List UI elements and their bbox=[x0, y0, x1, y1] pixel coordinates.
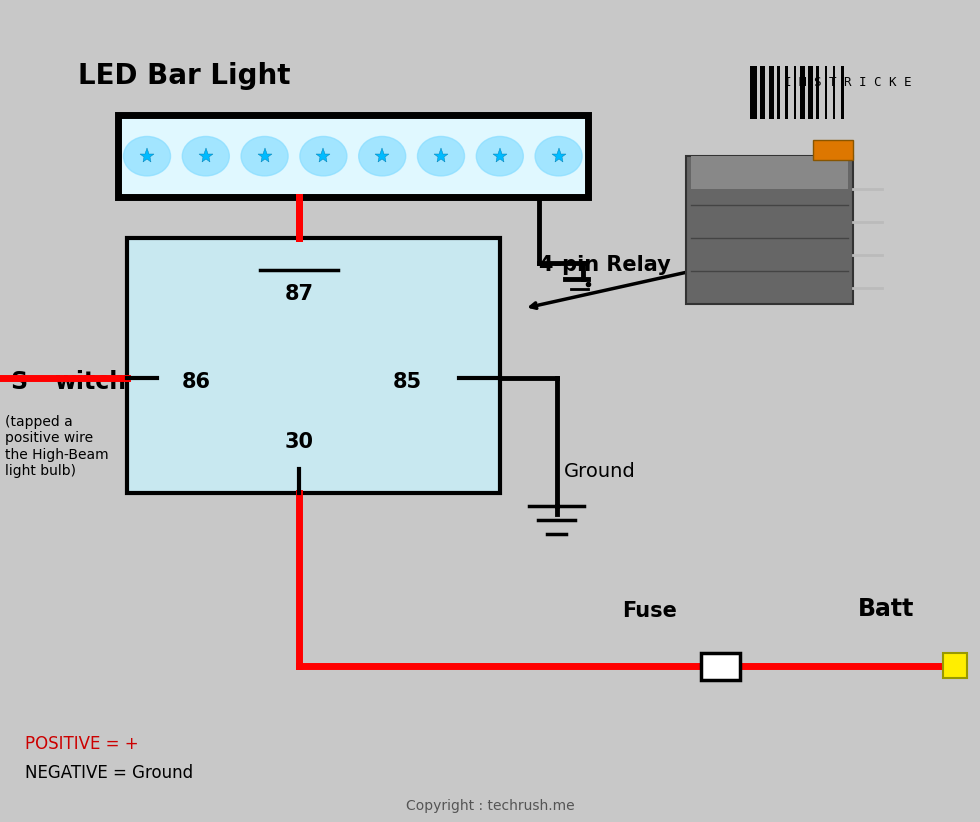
Bar bbox=[750, 66, 757, 119]
Bar bbox=[127, 238, 500, 493]
Bar bbox=[833, 66, 835, 119]
Bar bbox=[777, 66, 779, 119]
Circle shape bbox=[300, 136, 347, 176]
Bar bbox=[785, 66, 788, 119]
Text: LED Bar Light: LED Bar Light bbox=[78, 62, 291, 90]
Text: 87: 87 bbox=[284, 284, 314, 303]
Text: POSITIVE = +: POSITIVE = + bbox=[24, 735, 138, 753]
Text: NEGATIVE = Ground: NEGATIVE = Ground bbox=[24, 764, 193, 782]
Bar bbox=[118, 115, 588, 197]
Circle shape bbox=[123, 136, 171, 176]
Bar bbox=[841, 66, 844, 119]
Bar bbox=[816, 66, 818, 119]
Text: Batt: Batt bbox=[858, 597, 914, 621]
Bar bbox=[813, 140, 853, 160]
Bar bbox=[691, 156, 848, 189]
Text: S: S bbox=[10, 370, 26, 395]
Bar bbox=[701, 653, 740, 680]
Circle shape bbox=[476, 136, 523, 176]
Bar bbox=[824, 66, 827, 119]
Text: (tapped a
positive wire
the High-Beam
light bulb): (tapped a positive wire the High-Beam li… bbox=[5, 415, 109, 478]
Text: Fuse: Fuse bbox=[622, 601, 677, 621]
Bar bbox=[800, 66, 805, 119]
Bar bbox=[794, 66, 796, 119]
Text: Copyright : techrush.me: Copyright : techrush.me bbox=[406, 799, 574, 813]
Text: 86: 86 bbox=[181, 372, 211, 392]
Bar bbox=[760, 66, 765, 119]
Circle shape bbox=[241, 136, 288, 176]
Bar bbox=[808, 66, 812, 119]
Text: witch: witch bbox=[54, 370, 126, 395]
Text: I M S T R I C K E: I M S T R I C K E bbox=[784, 76, 911, 90]
Bar bbox=[768, 66, 774, 119]
Bar bbox=[943, 653, 967, 678]
Circle shape bbox=[182, 136, 229, 176]
Text: 30: 30 bbox=[284, 432, 314, 451]
Circle shape bbox=[359, 136, 406, 176]
Bar bbox=[686, 156, 853, 304]
Text: Ground: Ground bbox=[564, 462, 635, 481]
Text: 4-pin Relay: 4-pin Relay bbox=[539, 256, 670, 275]
Text: 85: 85 bbox=[392, 372, 421, 392]
Circle shape bbox=[417, 136, 465, 176]
Circle shape bbox=[535, 136, 582, 176]
